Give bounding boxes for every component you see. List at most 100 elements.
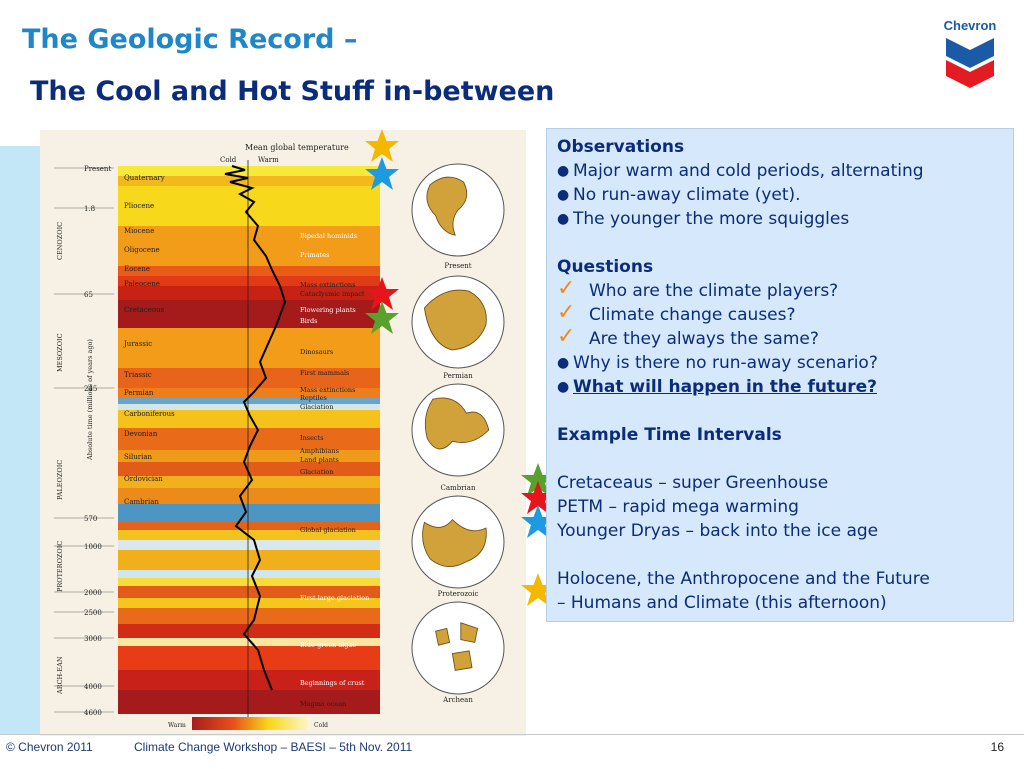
band	[118, 646, 380, 670]
star-icon	[520, 462, 556, 498]
event-label: Primates	[300, 251, 329, 259]
period-label: Cambrian	[124, 498, 159, 506]
list-item: ● Why is there no run-away scenario?	[557, 353, 878, 373]
band	[118, 300, 380, 328]
tick-label: 65	[84, 291, 93, 299]
band	[118, 638, 380, 646]
observations-heading: Observations	[557, 137, 685, 157]
event-label: Birds	[300, 317, 317, 325]
event-label: Cataclysmic impact	[300, 290, 365, 298]
slide-title: The Geologic Record –	[22, 24, 358, 55]
event-label: Glaciation	[300, 468, 334, 476]
event-label: Blue-green algae	[300, 641, 356, 649]
period-label: Paleocene	[124, 280, 160, 288]
tick-label: Present	[84, 165, 111, 173]
tick-label: 2500	[84, 609, 102, 617]
list-item: ● No run-away climate (yet).	[557, 185, 801, 205]
band	[118, 226, 380, 266]
globe-label: Permian	[443, 372, 473, 380]
tick-label: 570	[84, 515, 97, 523]
event-label: Land plants	[300, 456, 339, 464]
band	[118, 186, 380, 226]
tick-label: 245	[84, 385, 97, 393]
tick-label: 2000	[84, 589, 102, 597]
logo-text: Chevron	[943, 18, 997, 33]
band	[118, 404, 380, 410]
era-label: PROTEROZOIC	[56, 541, 64, 592]
band	[118, 368, 380, 388]
cold-label: Cold	[220, 156, 237, 164]
globe-icon	[411, 601, 505, 695]
bullet-icon: ●	[557, 379, 570, 395]
event-label: Magma ocean	[300, 700, 346, 708]
footer-copyright: © Chevron 2011	[6, 740, 93, 754]
globe-label: Archean	[442, 696, 473, 704]
period-label: Jurassic	[123, 340, 152, 348]
era-label: ARCH-EAN	[56, 656, 64, 695]
globe-icon	[411, 383, 505, 477]
period-label: Ordovician	[124, 475, 163, 483]
star-icon	[364, 156, 400, 192]
bullet-icon: ●	[557, 355, 570, 371]
event-label: Dinosaurs	[300, 348, 333, 356]
geologic-timeline-figure: Mean global temperature Cold Warm Quater…	[40, 130, 526, 736]
event-label: Beginnings of crust	[300, 679, 365, 687]
event-label: First mammals	[300, 369, 349, 377]
period-label: Quaternary	[124, 174, 165, 182]
list-item: ✓ Are they always the same?	[557, 324, 819, 350]
event-label: Glaciation	[300, 403, 334, 411]
event-label: First large glaciation	[300, 594, 369, 602]
band	[118, 398, 380, 404]
temperature-bands	[118, 166, 380, 714]
period-label: Permian	[124, 389, 154, 397]
left-accent-bar	[0, 146, 40, 734]
chevron-emblem-icon	[946, 38, 994, 88]
band	[118, 540, 380, 550]
globe-label: Cambrian	[441, 484, 476, 492]
event-label: Flowering plants	[300, 306, 356, 314]
period-labels: Quaternary Pliocene Miocene Oligocene Eocene…	[123, 174, 175, 506]
example-item: Younger Dryas – back into the ice age	[557, 521, 879, 541]
event-label: Mass extinctions	[300, 386, 355, 394]
band	[118, 550, 380, 570]
closing-line: Holocene, the Anthropocene and the Futur…	[557, 569, 930, 589]
footer-workshop: Climate Change Workshop – BAESI – 5th No…	[134, 740, 413, 754]
band	[118, 450, 380, 462]
globe-icon	[411, 275, 505, 369]
star-icon	[364, 128, 400, 164]
bullet-icon: ●	[557, 187, 570, 203]
band	[118, 570, 380, 578]
notes-panel: Observations ● Major warm and cold period…	[546, 128, 1014, 622]
checkmark-icon: ✓	[557, 324, 576, 349]
era-label: CENOZOIC	[56, 222, 64, 260]
tick-label: 4000	[84, 683, 102, 691]
event-label: Reptiles	[300, 394, 327, 402]
globe-icon	[411, 495, 505, 589]
tick-label: 3000	[84, 635, 102, 643]
period-label: Devonian	[124, 430, 158, 438]
star-icon	[364, 276, 400, 312]
band	[118, 410, 380, 428]
band	[118, 608, 380, 624]
band	[118, 504, 380, 522]
closing-line: – Humans and Climate (this afternoon)	[557, 593, 887, 613]
chart-heading: Mean global temperature	[245, 143, 349, 152]
star-icon	[520, 480, 556, 516]
tick-label: 1.8	[84, 205, 95, 213]
period-label: Miocene	[124, 227, 154, 235]
slide-subtitle: The Cool and Hot Stuff in-between	[30, 76, 555, 107]
event-label: Insects	[300, 434, 324, 442]
period-label: Carboniferous	[124, 410, 175, 418]
period-label: Pliocene	[124, 202, 154, 210]
bullet-icon: ●	[557, 211, 570, 227]
list-item: ● Major warm and cold periods, alternatin…	[557, 161, 924, 181]
event-labels: Bipedal hominids Primates Mass extinctions…	[299, 232, 369, 708]
checkmark-icon: ✓	[557, 276, 576, 301]
band	[118, 388, 380, 398]
legend-gradient	[192, 717, 310, 730]
event-label: Mass extinctions	[300, 281, 355, 289]
bullet-icon: ●	[557, 163, 570, 179]
band	[118, 476, 380, 488]
period-label: Silurian	[124, 453, 153, 461]
checkmark-icon: ✓	[557, 300, 576, 325]
